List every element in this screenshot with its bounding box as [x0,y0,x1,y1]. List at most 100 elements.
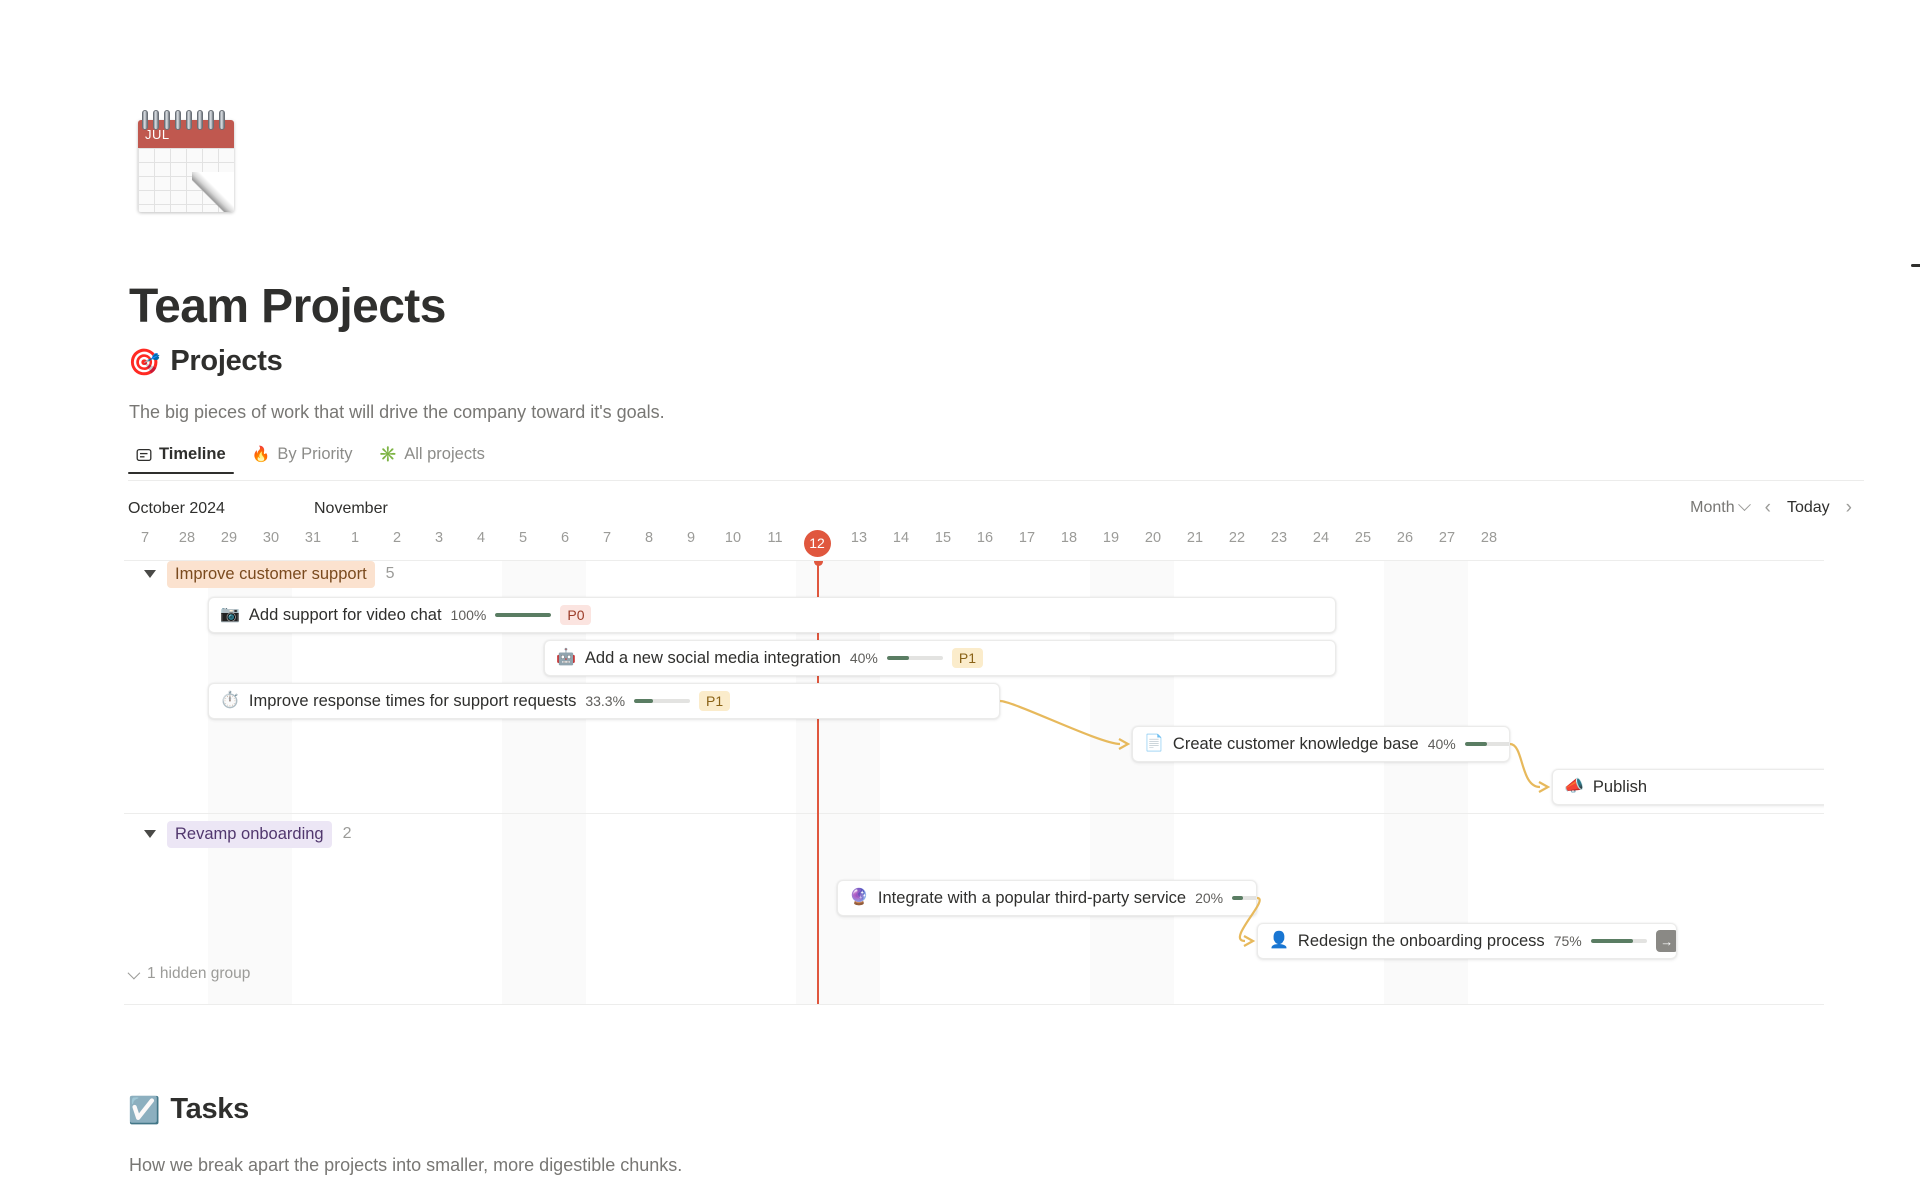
timeline-day-8: 8 [644,530,654,546]
tab-by-priority-label: By Priority [277,445,353,463]
checkbox-icon: ☑️ [128,1094,161,1125]
timeline-month-label-november: November [314,500,388,517]
robot-icon: 🤖 [556,649,576,666]
timeline-bar-title: Redesign the onboarding process [1297,931,1545,950]
timeline-bar-title: Create customer knowledge base [1172,734,1419,753]
timeline-bar-percent: 20% [1195,890,1224,906]
priority-badge: P0 [560,605,592,625]
tasks-section-description: How we break apart the projects into sma… [129,1155,683,1175]
timeline-day-9: 9 [686,530,696,546]
tab-all-projects[interactable]: ✳️ All projects [371,445,493,473]
timeline-day-header: 7 28 29 30 31 1 2 3 4 5 6 7 8 9 10 11 12 13 14 15 16 17 18 19 20… [124,530,1824,560]
timeline-bar[interactable]: 🤖 Add a new social media integration 40% P1 [544,640,1336,676]
timeline-bar-title: Publish [1592,777,1648,796]
person-icon: 👤 [1269,932,1289,949]
timeline-bar[interactable]: 👤 Redesign the onboarding process 75% → [1257,923,1677,959]
group-separator [124,813,1824,814]
timeline-day-17: 17 [1018,530,1036,546]
timeline-day-13: 13 [850,530,868,546]
timeline-bar-percent: 40% [849,650,878,666]
direct-hit-icon: 🎯 [128,346,161,377]
chevron-down-icon [127,966,141,979]
priority-badge: P1 [951,648,983,668]
projects-section-title: Projects [170,345,283,377]
timeline-day-10: 10 [724,530,742,546]
timeline-month-label-october: October 2024 [128,500,225,517]
timeline-bar[interactable]: ⏱️ Improve response times for support req… [208,683,1000,719]
timeline-day-26: 26 [1396,530,1414,546]
progress-bar [495,613,552,617]
timeline-day-4: 4 [476,530,486,546]
tab-by-priority[interactable]: 🔥 By Priority [244,445,361,473]
timeline-view-icon [136,447,152,463]
tasks-section-header: ☑️ Tasks [128,1093,249,1126]
caret-down-icon[interactable] [144,830,156,839]
timeline-chart: 7 28 29 30 31 1 2 3 4 5 6 7 8 9 10 11 12 13 14 15 16 17 18 19 20… [124,530,1824,1005]
timeline-day-25: 25 [1354,530,1372,546]
timeline-bar-percent: 100% [450,607,487,623]
timeline-day-21: 21 [1186,530,1204,546]
progress-bar [886,656,943,660]
timeline-day-14: 14 [892,530,910,546]
group-name-pill[interactable]: Improve customer support [167,561,375,588]
minimize-icon[interactable] [1911,264,1920,267]
timeline-bar[interactable]: 🔮 Integrate with a popular third-party se… [837,880,1257,916]
timeline-day-28: 28 [1480,530,1498,546]
timeline-day-12: 12 [796,530,838,557]
timeline-bar[interactable]: 📷 Add support for video chat 100% P0 [208,597,1336,633]
timeline-day-28: 28 [178,530,196,546]
timeline-bar-percent: 40% [1427,736,1456,752]
timeline-day-23: 23 [1270,530,1288,546]
chevron-right-icon[interactable]: › [1845,497,1852,518]
calendar-emoji: JUL [138,120,234,212]
timeline-group-header: Revamp onboarding 2 [144,821,352,848]
projects-section-header: 🎯 Projects [128,345,283,378]
projects-section-description: The big pieces of work that will drive t… [129,402,665,422]
timeline-controls: Month ‹ Today › [1690,498,1854,517]
timeline-scale-label: Month [1690,498,1735,516]
progress-bar [1232,896,1256,900]
timeline-day-29: 29 [220,530,238,546]
page-icon-calendar[interactable]: JUL [134,110,238,214]
timeline-bar-title: Improve response times for support reque… [248,691,577,710]
tab-timeline[interactable]: Timeline [128,445,234,474]
timeline-bar-percent: 33.3% [585,693,626,709]
timeline-bar[interactable]: 📣 Publish [1552,769,1824,805]
timeline-bar-title: Integrate with a popular third-party ser… [877,888,1187,907]
group-count: 2 [342,825,352,843]
timeline-day-2: 2 [392,530,402,546]
timeline-day-5: 5 [518,530,528,546]
weekend-column [1090,561,1174,1004]
group-name-pill[interactable]: Revamp onboarding [167,821,332,848]
arrow-right-icon[interactable]: → [1655,930,1676,952]
priority-badge: P1 [699,691,731,711]
asterisk-icon: ✳️ [378,446,398,463]
timeline-day-3: 3 [434,530,444,546]
camera-icon: 📷 [220,606,240,623]
weekend-column [502,561,586,1004]
hidden-group-label: 1 hidden group [147,965,251,982]
page-icon: 📄 [1144,735,1164,752]
timeline-day-18: 18 [1060,530,1078,546]
tab-timeline-label: Timeline [159,445,226,463]
progress-bar [1464,742,1509,746]
today-dot [813,561,823,566]
hidden-group-toggle[interactable]: 1 hidden group [127,965,251,983]
tab-all-projects-label: All projects [404,445,485,463]
caret-down-icon[interactable] [144,570,156,579]
chevron-left-icon[interactable]: ‹ [1764,497,1771,518]
today-button[interactable]: Today [1786,498,1830,516]
progress-bar [634,699,691,703]
timeline-day-7: 7 [602,530,612,546]
timeline-group-header: Improve customer support 5 [144,561,395,588]
weekend-column [208,561,292,1004]
timeline-day-24: 24 [1312,530,1330,546]
timeline-day-15: 15 [934,530,952,546]
timeline-day-22: 22 [1228,530,1246,546]
timeline-toolbar: October 2024 November Month ‹ Today › [128,496,1864,530]
weekend-column [796,561,880,1004]
calendar-page-curl [192,172,234,212]
timeline-day-6: 6 [560,530,570,546]
timeline-scale-select[interactable]: Month [1690,498,1751,517]
